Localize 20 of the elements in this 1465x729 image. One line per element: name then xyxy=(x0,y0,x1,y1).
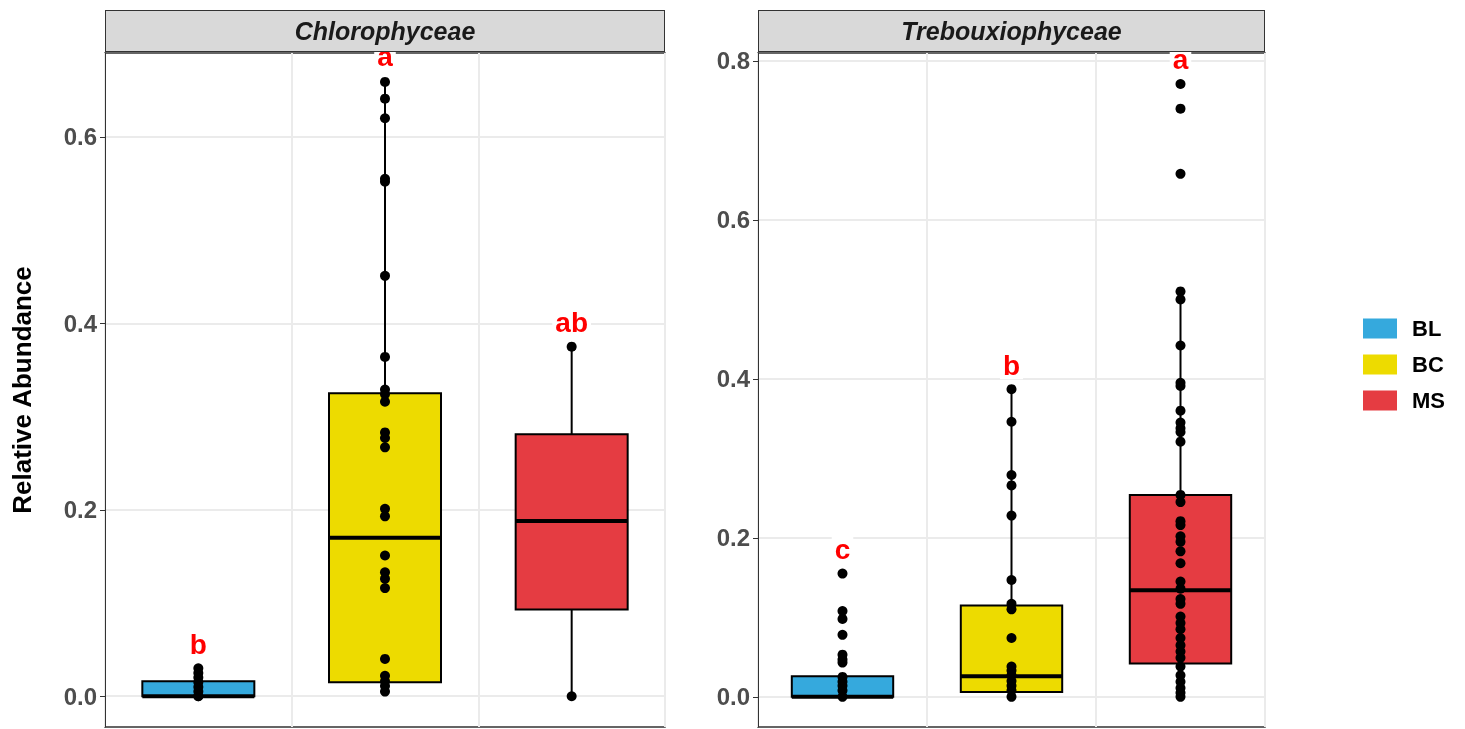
annotation: a xyxy=(1172,44,1189,76)
annotation: ab xyxy=(555,307,589,339)
chart-title: Chlorophyceae xyxy=(105,10,665,52)
y-tick-label: 0.2 xyxy=(716,524,750,552)
y-tick-label: 0.6 xyxy=(716,206,750,234)
annotation: b xyxy=(189,628,207,660)
legend-label: BC xyxy=(1412,352,1444,377)
y-tick-label: 0.2 xyxy=(63,496,97,524)
y-axis-title: Relative Abundance xyxy=(7,266,37,514)
y-tick-label: 0.0 xyxy=(716,683,750,711)
annotation: b xyxy=(1002,349,1021,381)
y-tick-label: 0.8 xyxy=(716,47,750,75)
annotation: c xyxy=(834,534,851,566)
y-tick-label: 0.4 xyxy=(63,309,98,337)
y-tick-label: 0.0 xyxy=(63,682,97,710)
legend-label: BL xyxy=(1412,316,1442,341)
legend-label: MS xyxy=(1412,388,1445,413)
chart-title: Trebouxiophyceae xyxy=(901,16,1122,45)
y-tick-label: 0.4 xyxy=(716,365,751,393)
y-tick-label: 0.6 xyxy=(63,123,97,151)
